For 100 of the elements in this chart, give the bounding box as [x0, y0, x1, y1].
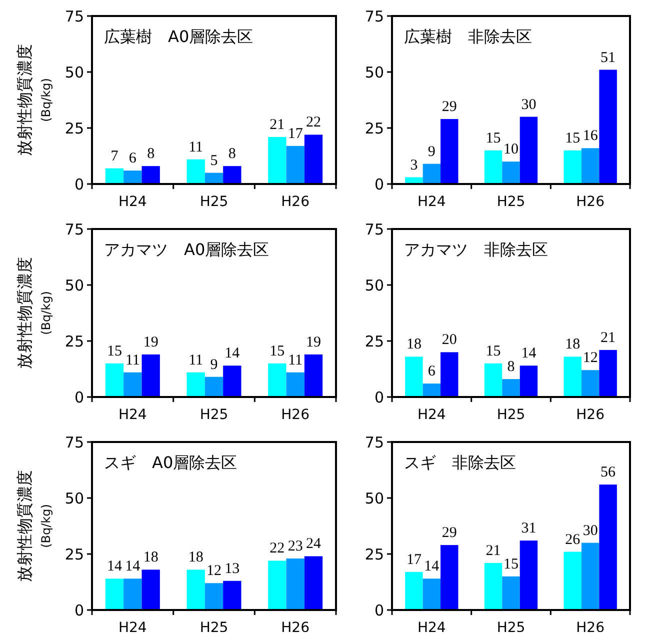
data-label: 6	[428, 364, 436, 380]
x-tick-label: H25	[496, 620, 526, 636]
bar	[223, 166, 242, 184]
data-label: 30	[521, 96, 536, 113]
data-label: 15	[486, 130, 501, 146]
y-tick-label: 75	[364, 433, 384, 452]
data-label: 56	[600, 464, 616, 481]
bar	[581, 542, 600, 610]
x-tick-label: H25	[496, 407, 526, 423]
y-tick-label: 50	[364, 63, 384, 82]
text: アカマツ 非除去区	[404, 240, 548, 259]
data-label: 29	[442, 99, 457, 116]
text: スギ A0層除去区	[104, 453, 238, 472]
bar	[286, 372, 304, 397]
bar	[564, 150, 582, 184]
bar	[304, 354, 323, 397]
x-tick-label: H24	[118, 194, 147, 210]
x-tick-label: H26	[281, 407, 310, 423]
bar	[520, 116, 538, 184]
y-tick-label: 75	[64, 220, 84, 238]
bar	[599, 70, 617, 184]
y-tick-label: 75	[64, 433, 84, 452]
data-label: 22	[270, 540, 285, 557]
y-tick-label: 50	[64, 489, 84, 508]
bar	[268, 136, 286, 184]
text: スギ 非除去区	[404, 453, 516, 472]
y-axis-title: 放射性物質濃度 (Bq/kg)	[15, 470, 53, 582]
bar	[484, 363, 502, 397]
bar	[502, 576, 520, 610]
x-tick-label: H26	[281, 194, 310, 210]
bar	[599, 484, 617, 610]
bar	[223, 366, 242, 397]
data-label: 15	[565, 130, 580, 146]
y-tick-label: 50	[364, 276, 384, 294]
bar	[564, 552, 582, 610]
data-label: 11	[188, 352, 204, 368]
data-label: 23	[288, 538, 303, 554]
bar	[599, 350, 617, 397]
text: アカマツ A0層除去区	[104, 240, 270, 259]
y-tick-label: 25	[364, 332, 384, 350]
data-label: 31	[521, 520, 536, 537]
data-label: 12	[582, 350, 598, 366]
bar	[204, 376, 224, 397]
data-label: 12	[206, 563, 222, 580]
bar	[502, 379, 520, 397]
text: 広葉樹 非除去区	[404, 27, 532, 46]
y-axis-title: 放射性物質濃度 (Bq/kg)	[15, 257, 53, 369]
x-tick-label: H24	[118, 407, 147, 423]
y-tick-label: 75	[64, 7, 84, 26]
y-tick-label: 25	[364, 119, 384, 138]
data-label: 19	[306, 334, 321, 350]
x-tick-label: H26	[576, 407, 605, 423]
data-label: 22	[306, 114, 321, 131]
bar	[564, 356, 582, 397]
x-tick-label: H24	[118, 620, 147, 636]
data-label: 16	[582, 128, 598, 144]
data-label: 13	[224, 560, 240, 577]
bar	[304, 134, 323, 184]
bar	[186, 159, 205, 184]
bar	[440, 119, 458, 184]
data-label: 14	[125, 558, 141, 575]
bar	[186, 570, 205, 610]
y-tick-label: 0	[74, 388, 84, 406]
x-tick-label: H25	[496, 194, 526, 210]
data-label: 24	[306, 536, 322, 552]
y-tick-label: 75	[364, 220, 384, 238]
bar	[105, 168, 124, 184]
bar	[286, 146, 304, 184]
data-label: 51	[600, 50, 616, 66]
y-tick-label: 0	[374, 388, 384, 406]
data-label: 30	[582, 522, 598, 539]
data-label: 11	[125, 352, 140, 368]
bar	[581, 370, 600, 397]
y-tick-label: 25	[64, 545, 84, 564]
data-label: 14	[424, 558, 440, 575]
bar	[405, 356, 423, 397]
data-label: 19	[143, 334, 158, 350]
bar	[422, 164, 441, 184]
x-tick-label: H25	[200, 407, 228, 423]
data-label: 18	[565, 336, 580, 353]
bar	[304, 556, 323, 610]
bar	[124, 372, 142, 397]
y-tick-label: 0	[74, 175, 84, 194]
data-label: 15	[270, 343, 285, 360]
bar	[142, 570, 160, 610]
y-tick-label: 25	[64, 332, 84, 350]
bar	[142, 354, 160, 397]
x-tick-label: H26	[576, 194, 605, 210]
data-label: 26	[565, 532, 581, 548]
data-label: 6	[128, 150, 137, 167]
bar	[484, 562, 502, 610]
data-label: 21	[270, 116, 285, 133]
y-tick-label: 25	[64, 119, 84, 138]
bar	[223, 580, 242, 610]
bar	[581, 148, 600, 184]
data-label: 14	[107, 558, 122, 575]
y-tick-label: 50	[364, 489, 384, 508]
data-label: 15	[504, 556, 518, 572]
y-tick-label: 50	[64, 63, 84, 82]
data-label: 18	[406, 336, 422, 353]
